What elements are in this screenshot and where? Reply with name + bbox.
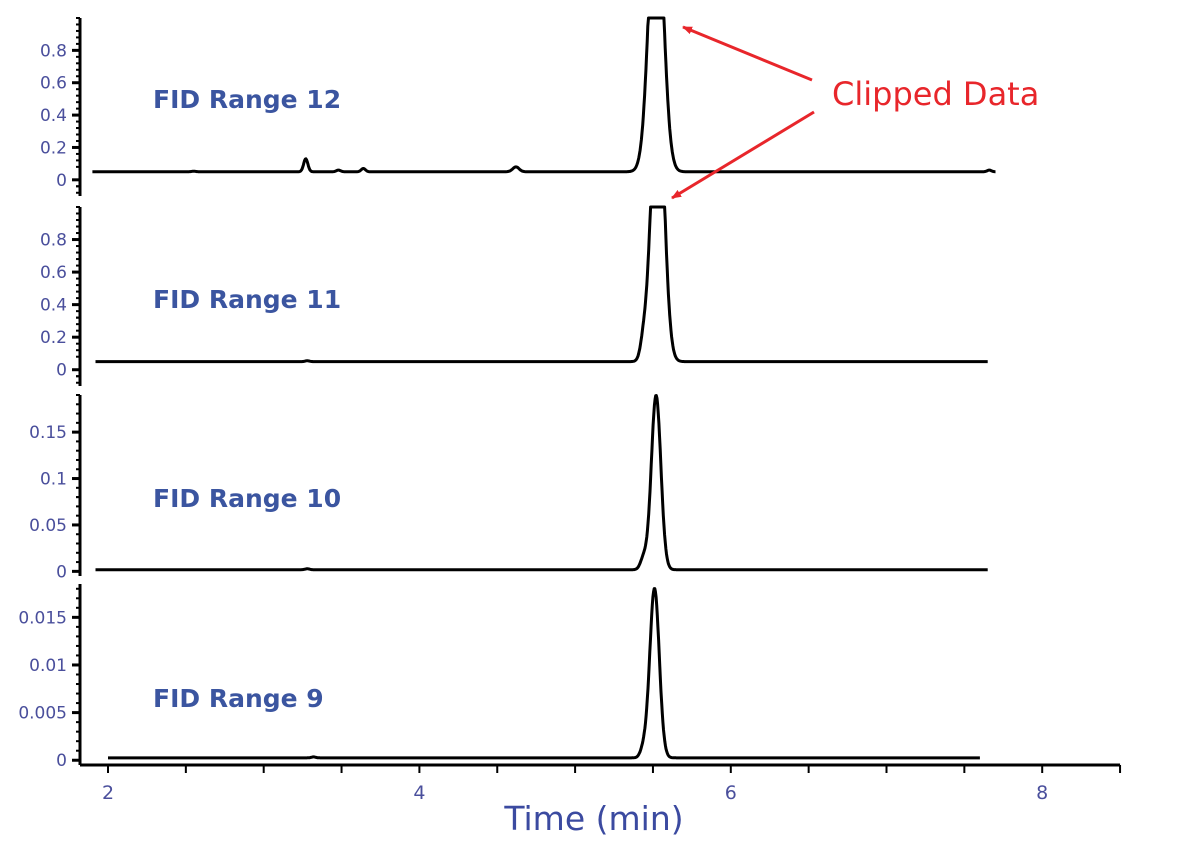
y-tick-label: 0.05 xyxy=(29,516,67,536)
y-tick-label: 0 xyxy=(56,361,67,381)
y-tick-label: 0.2 xyxy=(40,328,67,348)
panel-label: FID Range 9 xyxy=(153,684,324,713)
x-tick-label: 8 xyxy=(1036,782,1048,804)
panel-label: FID Range 10 xyxy=(153,484,341,513)
x-tick-label: 2 xyxy=(102,782,114,804)
x-axis: 2 4 6 8 xyxy=(80,763,1122,804)
chromatogram-trace xyxy=(94,205,989,364)
y-tick-label: 0.15 xyxy=(29,423,67,443)
chromatogram-trace xyxy=(107,587,981,760)
panel-label: FID Range 12 xyxy=(153,85,341,114)
panel-fid-range-12: 0 0.2 0.4 0.6 0.8 FID Range 12 xyxy=(40,16,997,196)
y-tick-label: 0.8 xyxy=(40,231,67,251)
y-tick-label: 0 xyxy=(56,562,67,582)
y-tick-label: 0 xyxy=(56,751,67,771)
arrow-to-range-12-peak xyxy=(682,25,813,82)
chromatogram-trace xyxy=(94,394,989,572)
y-tick-label: 0.4 xyxy=(40,296,67,316)
annotation-text: Clipped Data xyxy=(832,75,1039,113)
panel-fid-range-9: 0 0.005 0.01 0.015 FID Range 9 xyxy=(18,584,981,771)
y-tick-label: 0 xyxy=(56,171,67,191)
panels: 0 0.2 0.4 0.6 0.8 FID Range 12 0 0.2 0.4 0.6 0.8 FI… xyxy=(18,16,997,771)
y-tick-label: 0.6 xyxy=(40,263,67,283)
x-axis-label: Time (min) xyxy=(503,799,683,838)
x-tick-label: 4 xyxy=(413,782,425,804)
y-tick-label: 0.4 xyxy=(40,106,67,126)
y-tick-label: 0.01 xyxy=(29,656,67,676)
y-tick-label: 0.015 xyxy=(18,608,67,628)
panel-label: FID Range 11 xyxy=(153,285,341,314)
x-tick-label: 6 xyxy=(725,782,737,804)
y-tick-label: 0.8 xyxy=(40,41,67,61)
panel-fid-range-11: 0 0.2 0.4 0.6 0.8 FID Range 11 xyxy=(40,205,989,386)
panel-fid-range-10: 0 0.05 0.1 0.15 FID Range 10 xyxy=(29,394,989,582)
y-tick-label: 0.1 xyxy=(40,470,67,490)
y-tick-label: 0.6 xyxy=(40,74,67,94)
y-tick-label: 0.2 xyxy=(40,138,67,158)
clipped-data-annotation: Clipped Data xyxy=(671,25,1039,200)
y-tick-label: 0.005 xyxy=(18,704,67,724)
chromatogram-trace xyxy=(91,16,997,174)
arrow-to-range-11-peak xyxy=(671,110,815,200)
